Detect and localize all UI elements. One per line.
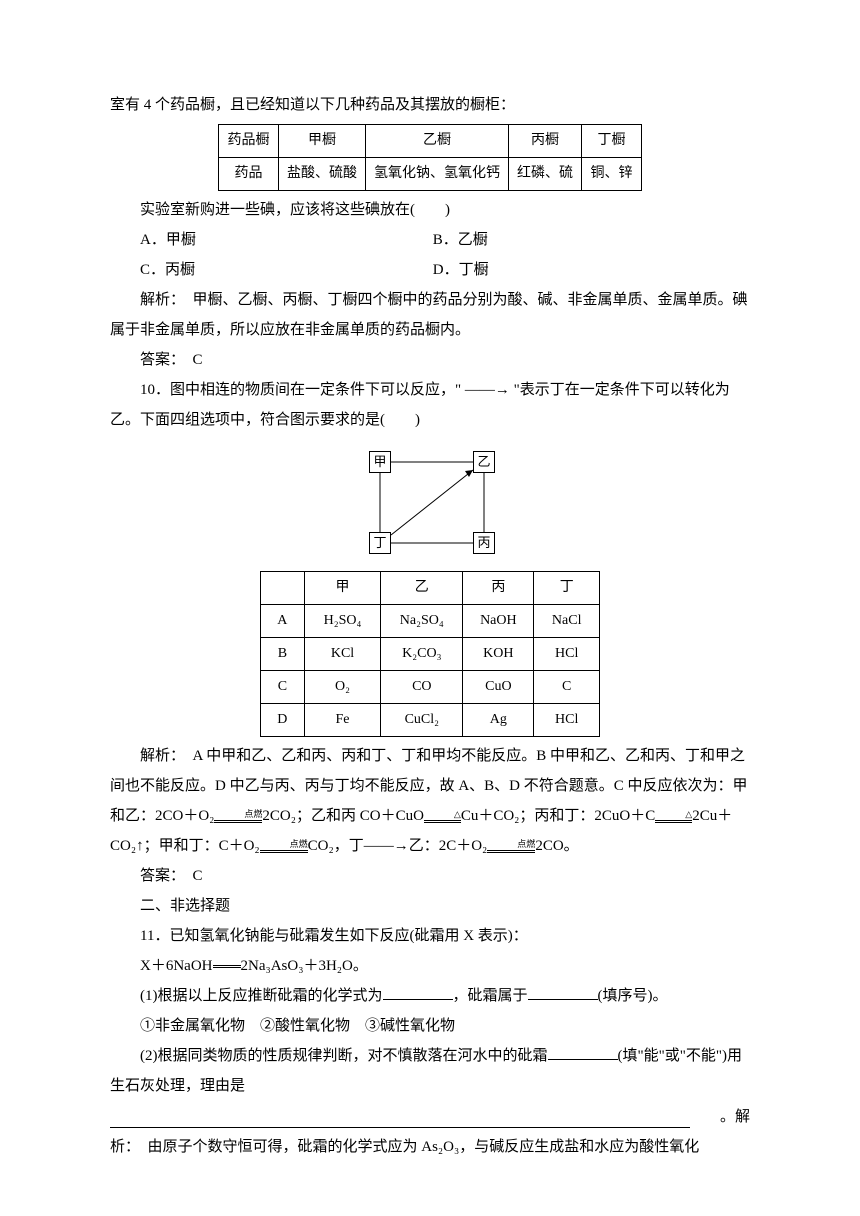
cell: 红磷、硫: [509, 158, 582, 191]
blank-input[interactable]: [528, 985, 598, 1000]
blank-input[interactable]: [383, 985, 453, 1000]
q10-analysis: 解析： A 中甲和乙、乙和丙、丙和丁、丁和甲均不能反应。B 中甲和乙、乙和丙、丁…: [110, 741, 750, 861]
cell: 乙: [381, 572, 463, 605]
q11-analysis-tail: 析： 由原子个数守恒可得，砒霜的化学式应为 As₂O₃，与碱反应生成盐和水应为酸…: [110, 1132, 750, 1162]
answer-label: 答案：: [140, 352, 178, 368]
cabinet-table: 药品橱 甲橱 乙橱 丙橱 丁橱 药品 盐酸、硫酸 氢氧化钠、氢氧化钙 红磷、硫 …: [218, 124, 642, 191]
condition-triangle: △: [655, 810, 692, 824]
condition-dianran: 点燃: [260, 840, 308, 854]
node-jia: 甲: [369, 451, 391, 473]
cell: 盐酸、硫酸: [279, 158, 366, 191]
q10-answer: 答案： C: [110, 861, 750, 891]
table-row: AH₂SO₄Na₂SO₄NaOHNaCl: [261, 605, 600, 638]
table-row: CO₂COCuOC: [261, 671, 600, 704]
cell: [261, 572, 305, 605]
condition-dianran: 点燃: [487, 840, 535, 854]
node-ding: 丁: [369, 532, 391, 554]
cell: 丁: [534, 572, 600, 605]
q9-stem: 实验室新购进一些碘，应该将这些碘放在( ): [110, 195, 750, 225]
cell: 丁橱: [582, 125, 642, 158]
reaction-diagram: 甲 乙 丁 丙: [345, 443, 515, 563]
condition-dianran: 点燃: [214, 810, 262, 824]
q11-options: ①非金属氧化物 ②酸性氧化物 ③碱性氧化物: [110, 1011, 750, 1041]
q11-part1: (1)根据以上反应推断砒霜的化学式为，砒霜属于(填序号)。: [110, 981, 750, 1011]
table-row: 药品 盐酸、硫酸 氢氧化钠、氢氧化钙 红磷、硫 铜、锌: [219, 158, 642, 191]
q11-part2: (2)根据同类物质的性质规律判断，对不慎散落在河水中的砒霜(填"能"或"不能")…: [110, 1041, 750, 1101]
intro-text: 室有 4 个药品橱，且已经知道以下几种药品及其摆放的橱柜：: [110, 90, 750, 120]
cell: 药品橱: [219, 125, 279, 158]
inline-text: 。解: [720, 1102, 750, 1132]
node-bing: 丙: [473, 532, 495, 554]
blank-input[interactable]: [548, 1045, 618, 1060]
option-b: B．乙橱: [433, 225, 726, 255]
table-row: DFeCuCl₂AgHCl: [261, 704, 600, 737]
cell: 药品: [219, 158, 279, 191]
analysis-label: 解析：: [140, 748, 178, 764]
analysis-label: 解析：: [140, 292, 178, 308]
answer-text: C: [178, 352, 203, 368]
answer-text: C: [178, 868, 203, 884]
cell: 氢氧化钠、氢氧化钙: [366, 158, 509, 191]
condition-triangle: △: [424, 810, 461, 824]
analysis-text: 甲橱、乙橱、丙橱、丁橱四个橱中的药品分别为酸、碱、非金属单质、金属单质。碘属于非…: [110, 292, 748, 338]
q11-stem: 11．已知氢氧化钠能与砒霜发生如下反应(砒霜用 X 表示)：: [110, 921, 750, 951]
q9-analysis: 解析： 甲橱、乙橱、丙橱、丁橱四个橱中的药品分别为酸、碱、非金属单质、金属单质。…: [110, 285, 750, 345]
table-row: BKClK₂CO₃KOHHCl: [261, 638, 600, 671]
matrix-table: 甲 乙 丙 丁 AH₂SO₄Na₂SO₄NaOHNaCl BKClK₂CO₃KO…: [260, 571, 600, 737]
option-c: C．丙橱: [140, 255, 433, 285]
cell: 丙橱: [509, 125, 582, 158]
q11-equation: X＋6NaOH2Na₃AsO₃＋3H₂O。: [110, 951, 750, 981]
cell: 甲橱: [279, 125, 366, 158]
q10-stem: 10．图中相连的物质间在一定条件下可以反应，" ——→ "表示丁在一定条件下可以…: [110, 375, 750, 435]
cell: 甲: [304, 572, 381, 605]
section-heading: 二、非选择题: [110, 891, 750, 921]
equals-bar: [213, 964, 241, 969]
cell: 丙: [463, 572, 534, 605]
cell: 铜、锌: [582, 158, 642, 191]
blank-line-long[interactable]: [110, 1105, 690, 1128]
table-row: 甲 乙 丙 丁: [261, 572, 600, 605]
node-yi: 乙: [473, 451, 495, 473]
option-d: D．丁橱: [433, 255, 726, 285]
q9-answer: 答案： C: [110, 345, 750, 375]
cell: 乙橱: [366, 125, 509, 158]
answer-label: 答案：: [140, 868, 178, 884]
option-a: A．甲橱: [140, 225, 433, 255]
table-row: 药品橱 甲橱 乙橱 丙橱 丁橱: [219, 125, 642, 158]
